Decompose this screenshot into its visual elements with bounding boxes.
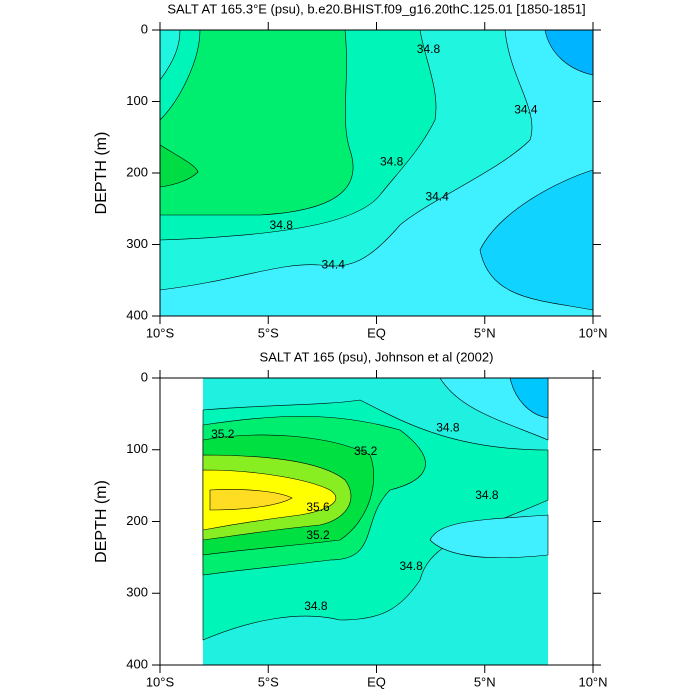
x-tick-label: 5°S xyxy=(258,325,279,340)
contour-label: 34.4 xyxy=(322,257,346,271)
y-tick-label: 300 xyxy=(126,585,148,600)
x-tick-label: 10°S xyxy=(146,325,175,340)
x-tick-label: 5°N xyxy=(474,674,496,689)
x-tick-label: 10°N xyxy=(578,325,607,340)
contour-fill xyxy=(209,489,293,511)
y-axis-label: DEPTH (m) xyxy=(93,132,110,215)
y-tick-label: 100 xyxy=(126,93,148,108)
contour-label: 34.8 xyxy=(270,218,294,232)
panel-fills xyxy=(159,29,594,665)
contour-label: 35.6 xyxy=(306,500,330,514)
contour-label: 34.4 xyxy=(514,102,538,116)
chart-title: SALT AT 165 (psu), Johnson et al (2002) xyxy=(260,349,494,364)
contour-label: 35.2 xyxy=(306,528,330,542)
y-tick-label: 100 xyxy=(126,441,148,456)
x-tick-label: 10°N xyxy=(578,674,607,689)
contour-fill xyxy=(429,514,549,559)
x-tick-label: EQ xyxy=(367,325,386,340)
contour-fill xyxy=(509,377,549,419)
x-tick-label: 5°S xyxy=(258,674,279,689)
contour-fill xyxy=(159,144,199,188)
y-tick-label: 300 xyxy=(126,236,148,251)
y-axis-label: DEPTH (m) xyxy=(93,480,110,563)
contour-label: 34.8 xyxy=(436,420,460,434)
contour-label: 35.2 xyxy=(354,444,378,458)
y-tick-label: 200 xyxy=(126,164,148,179)
y-tick-label: 200 xyxy=(126,513,148,528)
chart-title: SALT AT 165.3°E (psu), b.e20.BHIST.f09_g… xyxy=(167,1,585,16)
y-tick-label: 400 xyxy=(126,656,148,671)
contour-label: 34.8 xyxy=(399,559,423,573)
contour-fill xyxy=(159,29,354,216)
contour-label: 34.4 xyxy=(425,189,449,203)
x-tick-label: 5°N xyxy=(474,325,496,340)
y-tick-label: 0 xyxy=(141,21,148,36)
contour-label: 34.8 xyxy=(380,154,404,168)
contour-label: 34.8 xyxy=(417,42,441,56)
contour-label: 34.8 xyxy=(475,488,499,502)
contour-label: 34.8 xyxy=(304,599,328,613)
x-tick-label: EQ xyxy=(367,674,386,689)
x-tick-label: 10°S xyxy=(146,674,175,689)
y-tick-label: 400 xyxy=(126,307,148,322)
y-tick-label: 0 xyxy=(141,369,148,384)
contour-label: 35.2 xyxy=(211,427,235,441)
